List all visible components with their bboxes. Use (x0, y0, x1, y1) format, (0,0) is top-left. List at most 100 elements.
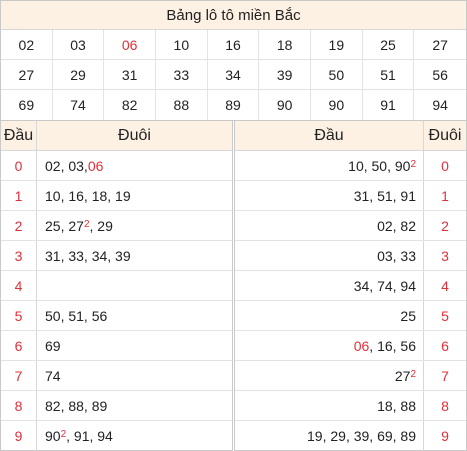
head-digit: 3 (1, 241, 37, 270)
number-text: 74 (45, 367, 61, 384)
number-text: 50, 51, 56 (45, 307, 108, 324)
head-column-header: Đầu (235, 121, 424, 150)
tail-values: 25, 27 2, 29 (45, 217, 113, 234)
head-digit: 5 (1, 301, 37, 330)
table-row: 34, 74, 94 4 (235, 271, 466, 301)
number-text: , 16, 56 (369, 337, 416, 354)
number-text: 25, 27 (45, 217, 84, 234)
head-digit: 8 (1, 391, 37, 420)
number-text: 06 (87, 157, 104, 174)
head-digit: 7 (1, 361, 37, 390)
loto-number: 82 (104, 90, 156, 120)
number-text: 25 (400, 307, 416, 324)
number-text: 06 (353, 337, 370, 354)
table-row: 27 2 7 (235, 361, 466, 391)
loto-number: 31 (104, 60, 156, 90)
loto-number: 06 (104, 30, 156, 60)
table-row: 2 25, 27 2, 29 (1, 211, 232, 241)
loto-number: 33 (156, 60, 208, 90)
tail-values: 10, 16, 18, 19 (37, 181, 232, 210)
tail-digit: 9 (441, 428, 449, 444)
number-text: 34, 74, 94 (353, 277, 416, 294)
head-values: 06, 16, 56 (235, 331, 424, 360)
loto-number: 74 (53, 90, 105, 120)
tail-values: 90 2, 91, 94 (45, 428, 113, 444)
head-digit: 9 (1, 421, 37, 451)
table-row: 9 90 2, 91, 94 (1, 421, 232, 451)
tail-digit: 0 (441, 157, 449, 174)
tail-values: 82, 88, 89 (37, 391, 232, 420)
tail-digit: 2 (441, 217, 449, 234)
loto-number: 18 (259, 30, 311, 60)
number-text: 03, 33 (377, 247, 416, 264)
tail-digit: 3 (441, 247, 449, 264)
number-text: 19, 29, 39, 69, 89 (307, 428, 416, 444)
table-row: 02, 82 2 (235, 211, 466, 241)
head-values: 03, 33 (235, 241, 424, 270)
head-digit: 1 (1, 181, 37, 210)
table-row: 18, 88 8 (235, 391, 466, 421)
tail-digit: 6 (441, 337, 449, 354)
number-text: 69 (45, 337, 61, 354)
tail-column-header: Đuôi (428, 126, 462, 144)
table-row: 10, 50, 90 2 0 (235, 151, 466, 181)
head-values: 25 (235, 301, 424, 330)
head-tail-table: Đầu Đuôi 0 02, 03, 06 1 10, 16, 18, 19 2 25, … (0, 121, 233, 451)
head-digit: 6 (1, 331, 37, 360)
loto-number-panel: Bảng lô tô miền Bắc 02 03 06 10 16 18 19 25 27 27… (0, 0, 467, 121)
head-values: 02, 82 (235, 211, 424, 240)
loto-number: 91 (363, 90, 415, 120)
head-digit: 0 (1, 151, 37, 180)
loto-number: 69 (1, 90, 53, 120)
head-column-header: Đầu (1, 121, 37, 150)
tail-digit: 1 (441, 187, 449, 204)
head-values: 27 2 (235, 361, 424, 390)
table-row: 31, 51, 91 1 (235, 181, 466, 211)
tail-column-header: Đuôi (118, 126, 151, 144)
number-text: 10, 50, 90 (348, 157, 411, 174)
number-text: 02, 03, (45, 157, 88, 174)
tail-values: 31, 33, 34, 39 (37, 241, 232, 270)
head-values: 31, 51, 91 (235, 181, 424, 210)
loto-number: 56 (414, 60, 466, 90)
loto-number: 90 (259, 90, 311, 120)
table-row: 19, 29, 39, 69, 89 9 (235, 421, 466, 451)
loto-number: 29 (52, 60, 105, 90)
loto-number: 25 (362, 30, 415, 60)
loto-number: 27 (1, 60, 53, 90)
tail-values: 69 (37, 331, 232, 360)
tail-digit: 7 (441, 367, 449, 384)
number-text: 31, 51, 91 (353, 187, 416, 204)
number-text: , 29 (89, 217, 113, 234)
head-digit: 4 (1, 271, 37, 300)
tail-head-table: Đầu Đuôi 10, 50, 90 2 0 31, 51, 91 1 02, 82 2 0… (234, 121, 467, 451)
loto-number: 16 (207, 30, 260, 60)
loto-number: 89 (208, 90, 260, 120)
table-row: 5 50, 51, 56 (1, 301, 232, 331)
tail-digit: 4 (441, 277, 449, 294)
table-row: 8 82, 88, 89 (1, 391, 232, 421)
panel-title: Bảng lô tô miền Bắc (1, 1, 466, 30)
table-row: 06, 16, 56 6 (235, 331, 466, 361)
number-text: 10, 16, 18, 19 (45, 187, 131, 204)
number-text: 02, 82 (377, 217, 416, 234)
loto-number: 50 (311, 60, 363, 90)
table-row: 4 (1, 271, 232, 301)
loto-number: 19 (311, 30, 363, 60)
table-row: 25 5 (235, 301, 466, 331)
loto-number: 51 (362, 60, 415, 90)
table-header: Đầu Đuôi (235, 121, 466, 151)
number-text: , 91, 94 (66, 428, 113, 444)
tail-values: 02, 03, 06 (37, 151, 232, 180)
loto-number: 34 (207, 60, 260, 90)
loto-number: 88 (156, 90, 208, 120)
table-row: 1 10, 16, 18, 19 (1, 181, 232, 211)
number-text: 31, 33, 34, 39 (45, 247, 131, 264)
loto-number: 10 (156, 30, 208, 60)
number-grid: 02 03 06 10 16 18 19 25 27 27 29 31 33 34 39 50 51 56 69 74… (1, 30, 466, 120)
loto-number: 90 (311, 90, 363, 120)
number-text: 82, 88, 89 (45, 397, 108, 414)
table-row: 6 69 (1, 331, 232, 361)
head-values: 18, 88 (235, 391, 424, 420)
